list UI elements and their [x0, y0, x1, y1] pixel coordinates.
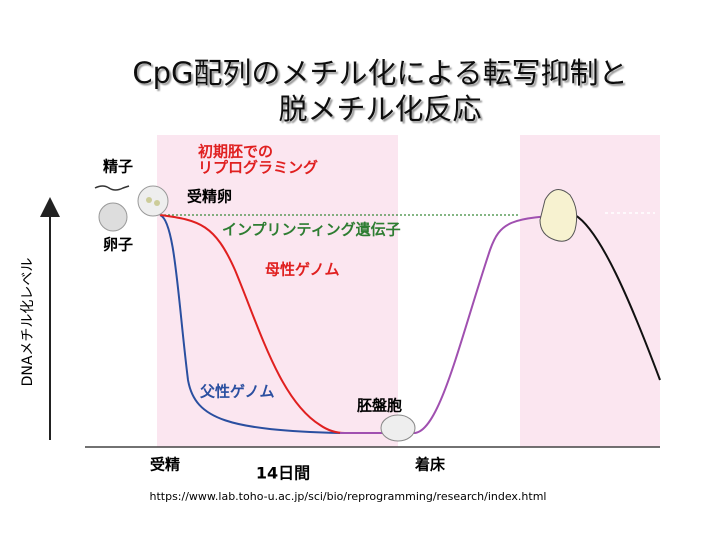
implantation-label: 着床 [414, 456, 446, 474]
reprogramming-band [157, 135, 398, 447]
period-label: 14日間 [256, 464, 310, 483]
y-axis-label: DNAメチル化レベル [20, 258, 36, 387]
egg-label: 卵子 [103, 236, 133, 254]
egg-icon [98, 202, 128, 232]
later-band [520, 135, 660, 447]
title-line2: 脱メチル化反応 [278, 92, 481, 126]
paternal-curve [159, 214, 341, 434]
paternal-label: 父性ゲノム [199, 383, 275, 401]
purple-curve [340, 214, 576, 434]
blastocyst-icon [380, 414, 416, 442]
embryo-icon [539, 189, 578, 242]
black-curve [574, 214, 661, 381]
maternal-label: 母性ゲノム [265, 261, 340, 279]
sperm-label: 精子 [103, 158, 133, 176]
fertilization-label: 受精 [150, 456, 180, 474]
reprogramming-line2: リプログラミング [198, 159, 318, 177]
source: https://www.lab.toho-u.ac.jp/sci/bio/rep… [150, 490, 547, 503]
blastocyst-label: 胚盤胞 [357, 397, 402, 415]
title-line1: CpG配列のメチル化による転写抑制と [132, 56, 627, 90]
zygote-icon [137, 185, 169, 217]
imprinting-label: インプリンティング遺伝子 [222, 221, 401, 239]
sperm-icon [94, 185, 130, 191]
maternal-curve [159, 214, 346, 434]
zygote-label: 受精卵 [187, 188, 232, 206]
reprogramming-line1: 初期胚での [198, 143, 273, 161]
